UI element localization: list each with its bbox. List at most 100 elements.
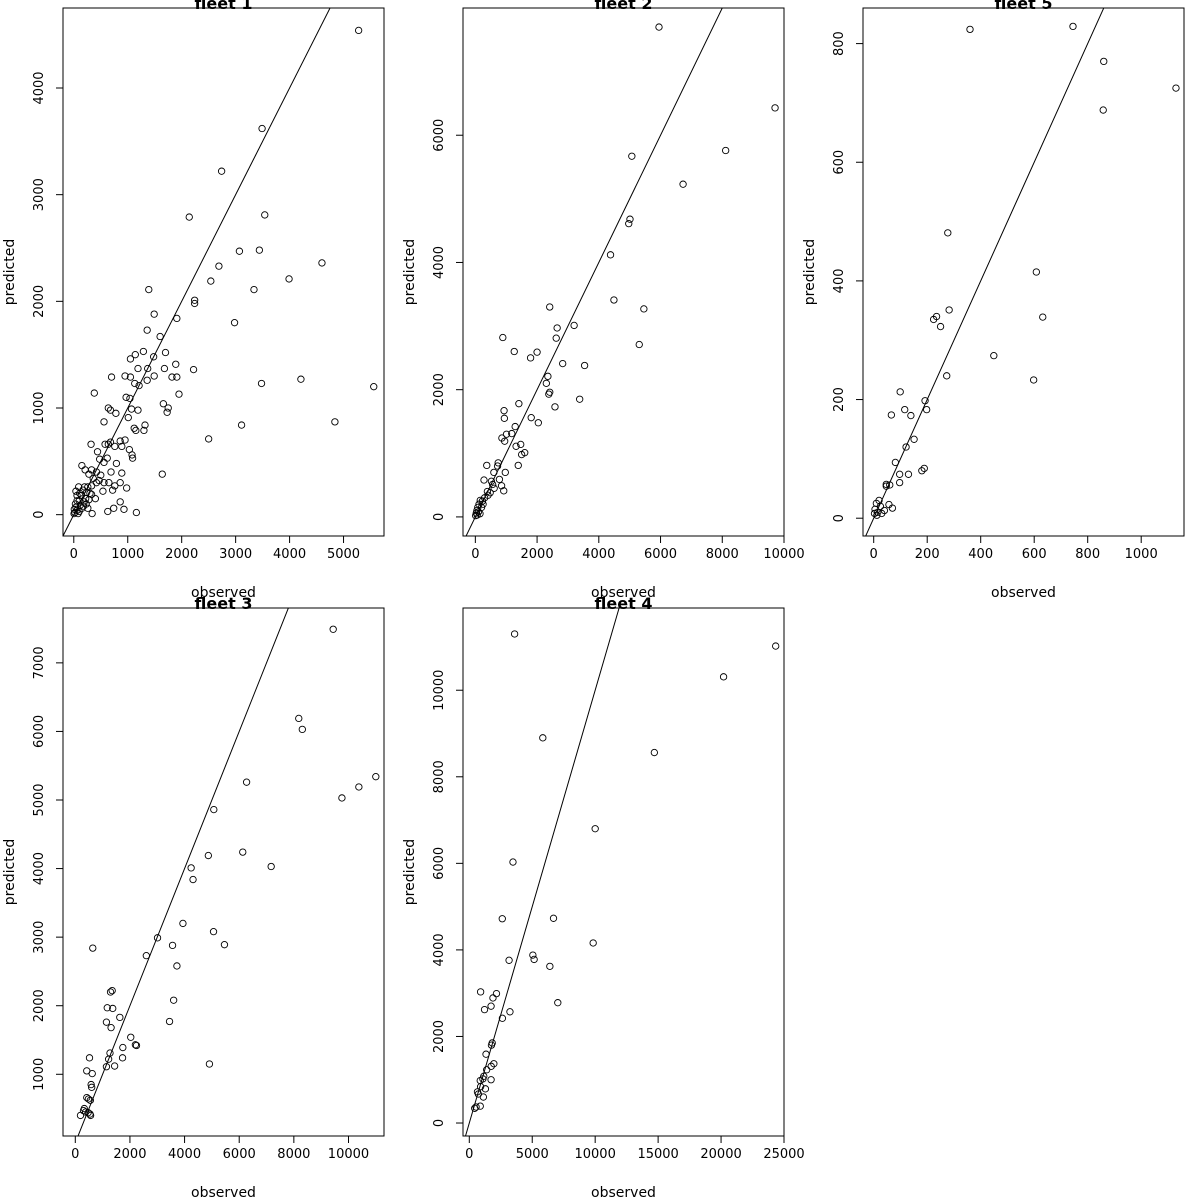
data-point xyxy=(487,1076,495,1084)
data-point xyxy=(891,458,900,467)
x-tick-label: 4000 xyxy=(582,547,615,562)
y-axis-label: predicted xyxy=(2,239,18,305)
chart-panel-2: 0 2000 4000 6000 8000 10000 0 2000 4000 6000 obser… xyxy=(402,0,805,601)
identity-reference-line xyxy=(77,608,289,1136)
y-tick-label: 200 xyxy=(832,387,847,412)
data-point xyxy=(534,419,542,427)
data-point xyxy=(338,794,346,802)
data-point xyxy=(134,406,142,414)
data-point xyxy=(130,424,138,432)
data-point xyxy=(510,630,519,638)
data-point xyxy=(902,443,910,451)
data-point xyxy=(100,458,108,467)
data-point xyxy=(100,418,108,426)
x-tick-label: 3000 xyxy=(219,547,252,562)
data-point xyxy=(479,1093,488,1101)
data-point xyxy=(80,498,88,506)
y-tick-label: 1000 xyxy=(32,391,47,424)
data-point xyxy=(139,347,148,356)
data-point xyxy=(267,862,275,871)
data-point xyxy=(722,146,730,155)
data-point xyxy=(106,988,115,996)
data-point xyxy=(128,454,137,462)
scatter-points xyxy=(76,625,380,1120)
data-point xyxy=(297,375,305,383)
data-point xyxy=(173,373,181,381)
y-tick-label: 2000 xyxy=(432,1020,447,1053)
data-point xyxy=(103,454,111,462)
data-point xyxy=(124,413,132,422)
data-point xyxy=(625,220,633,228)
data-point xyxy=(493,462,502,470)
data-point xyxy=(116,1013,124,1022)
data-point xyxy=(494,459,502,467)
data-point xyxy=(132,426,140,435)
data-point xyxy=(250,285,258,294)
data-point xyxy=(904,470,913,478)
data-point xyxy=(772,642,780,650)
data-point xyxy=(487,1062,495,1070)
y-tick-label: 0 xyxy=(832,514,847,522)
data-point xyxy=(873,511,881,519)
data-point xyxy=(86,1096,94,1104)
x-axis-label: observed xyxy=(591,585,656,601)
data-point xyxy=(606,251,615,259)
data-point xyxy=(102,1063,111,1071)
data-point xyxy=(126,373,135,381)
data-point xyxy=(108,486,117,494)
x-tick-label: 0 xyxy=(870,547,878,562)
data-point xyxy=(87,482,96,490)
panel-title: fleet 4 xyxy=(595,594,653,613)
data-point xyxy=(215,262,223,270)
data-point xyxy=(261,211,269,219)
panel-title: fleet 2 xyxy=(595,0,653,13)
data-point xyxy=(104,404,112,412)
data-point xyxy=(87,490,96,499)
data-point xyxy=(589,939,597,947)
y-tick-label: 5000 xyxy=(32,783,47,816)
y-tick-label: 800 xyxy=(832,31,847,56)
data-point xyxy=(86,1111,95,1120)
data-point xyxy=(1172,84,1180,92)
data-point xyxy=(165,1017,174,1026)
identity-reference-line xyxy=(865,8,1105,536)
data-point xyxy=(499,333,507,342)
y-tick-label: 6000 xyxy=(432,847,447,880)
data-point xyxy=(150,372,158,380)
data-point xyxy=(135,381,143,390)
data-point xyxy=(110,504,118,512)
data-point xyxy=(121,372,129,380)
data-point xyxy=(118,442,126,451)
data-point xyxy=(509,858,517,866)
data-point xyxy=(487,1002,495,1010)
data-point xyxy=(650,748,658,757)
chart-panel-4: 0 2000 4000 6000 8000 10000 1000 2000 3000 4000 50… xyxy=(2,594,385,1200)
data-point xyxy=(242,778,251,786)
data-point xyxy=(76,1111,85,1120)
data-point xyxy=(185,213,193,221)
data-point xyxy=(93,448,102,456)
data-point xyxy=(482,1050,490,1058)
data-point xyxy=(121,436,129,444)
data-point xyxy=(498,915,506,923)
data-point xyxy=(112,409,120,417)
y-tick-label: 7000 xyxy=(32,646,47,679)
data-point xyxy=(679,180,687,188)
data-point xyxy=(173,962,181,970)
data-point xyxy=(85,1054,94,1062)
data-point xyxy=(544,372,552,380)
data-point xyxy=(896,388,904,396)
y-tick-label: 0 xyxy=(432,513,447,521)
data-point xyxy=(921,397,929,405)
data-point xyxy=(483,1066,491,1074)
x-tick-label: 0 xyxy=(70,547,78,562)
data-point xyxy=(126,394,134,403)
data-point xyxy=(480,1005,489,1014)
x-tick-label: 15000 xyxy=(637,1147,678,1162)
data-point xyxy=(655,23,663,31)
data-point xyxy=(111,482,119,490)
data-point xyxy=(882,480,890,489)
data-point xyxy=(237,421,246,429)
data-point xyxy=(542,379,550,387)
data-point xyxy=(116,437,124,445)
